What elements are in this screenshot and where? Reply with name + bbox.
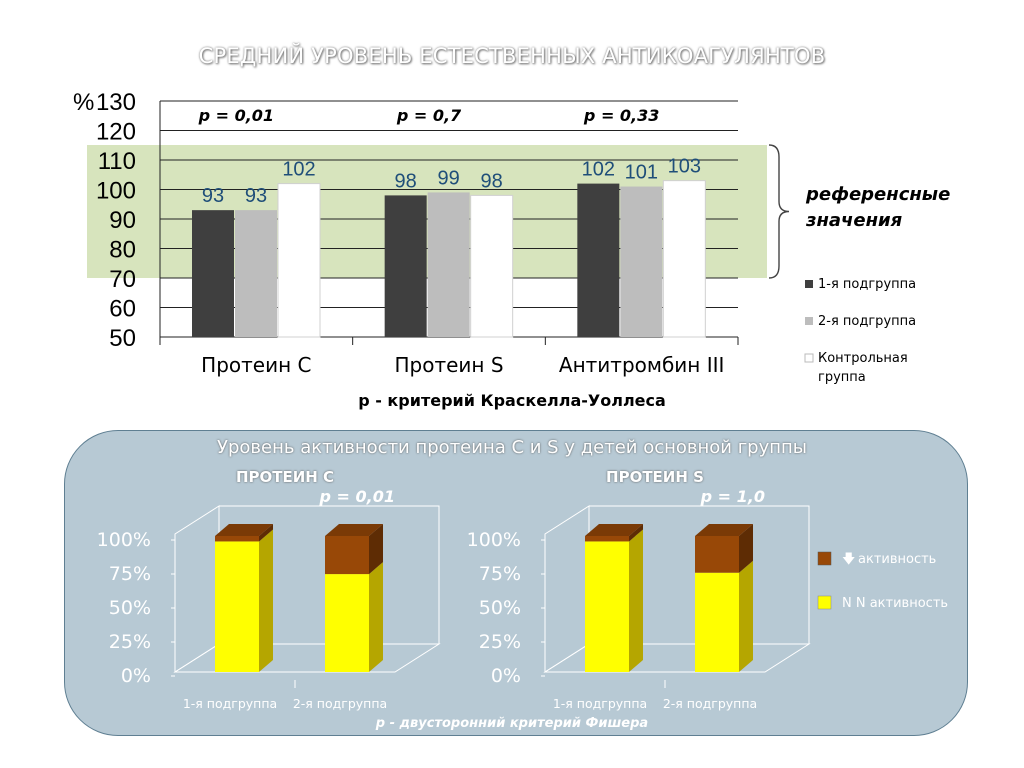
p-value: p = 0,01 xyxy=(198,106,274,125)
data-label: 103 xyxy=(668,156,701,178)
y-tick-label: 70 xyxy=(109,266,136,293)
y-tick-label: 0% xyxy=(491,665,521,687)
legend-swatch-low xyxy=(817,551,832,566)
reference-label: значения xyxy=(805,210,903,231)
y-tick-label: 25% xyxy=(109,631,151,653)
side-wall xyxy=(174,505,220,673)
bar-normal xyxy=(325,574,369,672)
bar-2-3 xyxy=(620,186,663,337)
legend-label: Контрольная xyxy=(818,351,908,366)
footnote-top: p - критерий Краскелла-Уоллеса xyxy=(358,391,666,410)
category-label: 2-я подгруппа xyxy=(293,696,387,711)
y-tick-label: 50% xyxy=(479,597,521,619)
p-value: p = 0,7 xyxy=(396,106,462,125)
y-tick-label: 0% xyxy=(121,665,151,687)
category-label: Протеин S xyxy=(394,353,503,377)
bar-3-3 xyxy=(662,180,706,338)
subchart-title: ПРОТЕИН S xyxy=(606,468,704,486)
y-tick-label: 75% xyxy=(479,563,521,585)
y-tick-label: 50 xyxy=(109,325,136,352)
data-label: 101 xyxy=(625,162,658,184)
data-label: 98 xyxy=(481,170,503,192)
data-label: 93 xyxy=(202,185,224,207)
floor xyxy=(173,643,441,673)
bar-low-side xyxy=(739,524,753,573)
bar-low xyxy=(695,536,739,573)
p-value: p = 0,33 xyxy=(583,106,659,125)
legend-label: 2-я подгруппа xyxy=(818,314,916,329)
floor xyxy=(543,643,811,673)
data-label: 99 xyxy=(438,167,460,189)
bar-3-2 xyxy=(470,194,514,338)
bar-normal xyxy=(585,541,629,672)
bar-low xyxy=(585,536,629,542)
back-wall xyxy=(589,505,810,644)
y-tick-label: 100% xyxy=(97,529,151,551)
reference-label: референсные xyxy=(805,184,950,205)
data-label: 102 xyxy=(582,159,615,181)
y-tick-label: 120 xyxy=(96,119,136,146)
back-wall xyxy=(219,505,440,644)
bar-normal xyxy=(215,541,259,672)
y-tick-label: 25% xyxy=(479,631,521,653)
side-wall xyxy=(544,505,590,673)
bar-normal-side xyxy=(259,529,273,672)
legend-swatch-normal xyxy=(817,595,832,610)
bar-low-side xyxy=(259,524,273,542)
subchart-title: ПРОТЕИН C xyxy=(236,468,334,486)
legend-label: группа xyxy=(818,370,866,385)
legend-label: N N активность xyxy=(842,596,948,611)
panel-title: Уровень активности протеина C и S у дете… xyxy=(217,437,807,458)
y-tick-label: 50% xyxy=(109,597,151,619)
y-tick-label: 80 xyxy=(109,237,136,264)
legend-label: активность xyxy=(858,552,936,567)
bar-low-side xyxy=(369,524,383,575)
y-tick-label: 60 xyxy=(109,296,136,323)
bar-low-top xyxy=(325,524,383,536)
p-value: p = 1,0 xyxy=(700,487,765,506)
category-label: 1-я подгруппа xyxy=(183,696,277,711)
legend-swatch xyxy=(804,353,814,363)
p-value: p = 0,01 xyxy=(319,487,395,506)
category-label: 2-я подгруппа xyxy=(663,696,757,711)
y-tick-label: 90 xyxy=(109,207,136,234)
bar-3-1 xyxy=(277,183,321,338)
category-label: Антитромбин III xyxy=(559,353,725,377)
category-label: Протеин C xyxy=(201,353,311,377)
legend-swatch xyxy=(805,280,813,288)
y-tick-label: 130 xyxy=(96,89,136,116)
legend-swatch xyxy=(805,317,813,325)
bar-2-2 xyxy=(427,192,470,337)
bottom-panel xyxy=(64,430,968,736)
bar-low-top xyxy=(585,524,643,536)
bar-low xyxy=(325,536,369,575)
bar-2-1 xyxy=(235,210,277,337)
bar-normal-side xyxy=(739,560,753,672)
bar-1-2 xyxy=(384,195,427,337)
bar-low xyxy=(215,536,259,542)
bar-normal-side xyxy=(629,529,643,672)
y-tick-label: 100% xyxy=(467,529,521,551)
y-tick-label: 75% xyxy=(109,563,151,585)
bar-low-side xyxy=(629,524,643,542)
main-title: СРЕДНИЙ УРОВЕНЬ ЕСТЕСТВЕННЫХ АНТИКОАГУЛЯ… xyxy=(198,44,826,68)
reference-brace xyxy=(768,144,790,279)
arrow-down-icon: 🡇 xyxy=(842,552,855,567)
data-label: 102 xyxy=(282,159,315,181)
y-axis-unit: % xyxy=(73,89,94,116)
bar-1-1 xyxy=(192,210,234,337)
bar-normal xyxy=(695,572,739,672)
bar-low-top xyxy=(215,524,273,536)
category-label: 1-я подгруппа xyxy=(553,696,647,711)
bar-1-3 xyxy=(577,183,620,337)
bar-low-top xyxy=(695,524,753,536)
bar-normal-side xyxy=(369,562,383,672)
footnote-bottom: p - двусторонний критерий Фишера xyxy=(375,716,648,731)
y-tick-label: 110 xyxy=(98,148,136,175)
legend-label: 1-я подгруппа xyxy=(818,277,916,292)
data-label: 98 xyxy=(395,170,417,192)
y-tick-label: 100 xyxy=(96,178,136,205)
data-label: 93 xyxy=(245,185,267,207)
